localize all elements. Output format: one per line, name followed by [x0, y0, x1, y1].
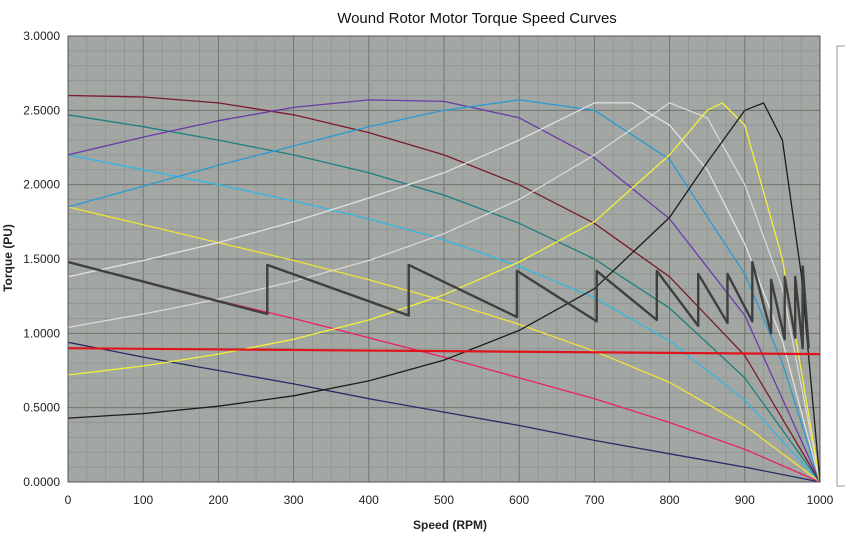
y-tick-label: 2.0000 [23, 178, 60, 192]
plot-border [67, 35, 821, 483]
x-tick-label: 200 [208, 493, 228, 507]
load-torque-line [67, 347, 821, 356]
torque-curve-line [67, 206, 821, 483]
torque-curve-line [67, 102, 821, 483]
grid-lines [67, 35, 821, 483]
torque-curve-line [67, 102, 821, 483]
y-tick-label: 1.5000 [23, 252, 60, 266]
y-tick-labels: 0.0000 0.5000 1.0000 1.5000 2.0000 2.5000 3.00… [23, 29, 60, 489]
x-tick-label: 400 [359, 493, 379, 507]
torque-curve-line [67, 102, 821, 483]
x-tick-label: 500 [434, 493, 454, 507]
torque-curve-line [67, 99, 821, 483]
acceleration-path-line [67, 260, 810, 350]
x-tick-label: 700 [584, 493, 604, 507]
y-tick-label: 2.5000 [23, 103, 60, 117]
torque-curve-line [67, 114, 821, 483]
y-tick-label: 0.5000 [23, 401, 60, 415]
legend-box [836, 45, 845, 487]
torque-curve-line [67, 94, 821, 483]
torque-curve-line [67, 102, 821, 483]
x-tick-label: 900 [735, 493, 755, 507]
x-axis-label: Speed (RPM) [413, 518, 487, 532]
x-tick-label: 800 [660, 493, 680, 507]
x-tick-label: 1000 [807, 493, 834, 507]
x-tick-label: 100 [133, 493, 153, 507]
chart-title: Wound Rotor Motor Torque Speed Curves [337, 10, 617, 27]
x-tick-label: 300 [284, 493, 304, 507]
y-tick-label: 3.0000 [23, 29, 60, 43]
series-lines [67, 94, 821, 483]
x-tick-labels: 0 100 200 300 400 500 600 700 800 900 1000 [65, 493, 834, 507]
y-axis-label: Torque (PU) [1, 224, 15, 292]
x-tick-label: 600 [509, 493, 529, 507]
x-tick-label: 0 [65, 493, 72, 507]
y-tick-label: 0.0000 [23, 475, 60, 489]
torque-curve-line [67, 341, 821, 483]
torque-curve-line [67, 99, 821, 483]
torque-curve-line [67, 154, 821, 483]
y-tick-label: 1.0000 [23, 326, 60, 340]
